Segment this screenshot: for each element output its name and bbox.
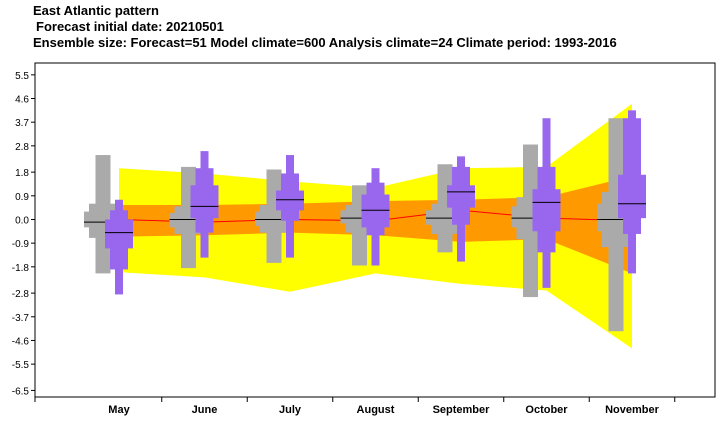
forecast-p25-p75-box xyxy=(532,189,561,232)
y-tick-label: -1.8 xyxy=(12,263,30,274)
y-tick-label: 0.0 xyxy=(15,215,29,226)
y-tick-label: -2.8 xyxy=(12,289,30,300)
y-tick-label: -0.9 xyxy=(12,239,30,250)
x-tick-label: October xyxy=(525,404,568,416)
y-tick-label: 0.9 xyxy=(15,192,29,203)
x-tick-label: June xyxy=(192,404,218,416)
forecast-p25-p75-box xyxy=(618,174,646,219)
y-tick-label: -4.6 xyxy=(12,336,30,347)
forecast-p25-p75-box xyxy=(105,219,133,249)
chart-header: East Atlantic pattern Forecast initial d… xyxy=(33,3,617,51)
x-tick-label: July xyxy=(279,404,302,416)
forecast-p25-p75-box xyxy=(447,185,475,208)
chart-subtitle-initial-date: Forecast initial date: 20210501 xyxy=(36,19,224,34)
chart-title: East Atlantic pattern xyxy=(33,3,159,18)
x-tick-label: November xyxy=(605,404,660,416)
chart-subtitle-ensemble: Ensemble size: Forecast=51 Model climate… xyxy=(33,35,617,50)
y-tick-label: 4.6 xyxy=(15,95,29,106)
y-tick-label: 3.7 xyxy=(15,118,29,129)
y-tick-label: -6.5 xyxy=(12,386,30,397)
x-tick-label: September xyxy=(433,404,491,416)
y-tick-label: 2.8 xyxy=(15,142,29,153)
y-tick-label: -5.5 xyxy=(12,360,30,371)
y-tick-label: 1.8 xyxy=(15,168,29,179)
y-tick-label: 5.5 xyxy=(15,71,29,82)
x-tick-label: May xyxy=(108,404,130,416)
x-tick-label: August xyxy=(357,404,395,416)
y-tick-label: -3.7 xyxy=(12,313,30,324)
forecast-p25-p75-box xyxy=(190,185,219,219)
forecast-p25-p75-box xyxy=(361,194,390,228)
plot-frame xyxy=(34,62,716,398)
forecast-p25-p75-box xyxy=(276,190,304,211)
